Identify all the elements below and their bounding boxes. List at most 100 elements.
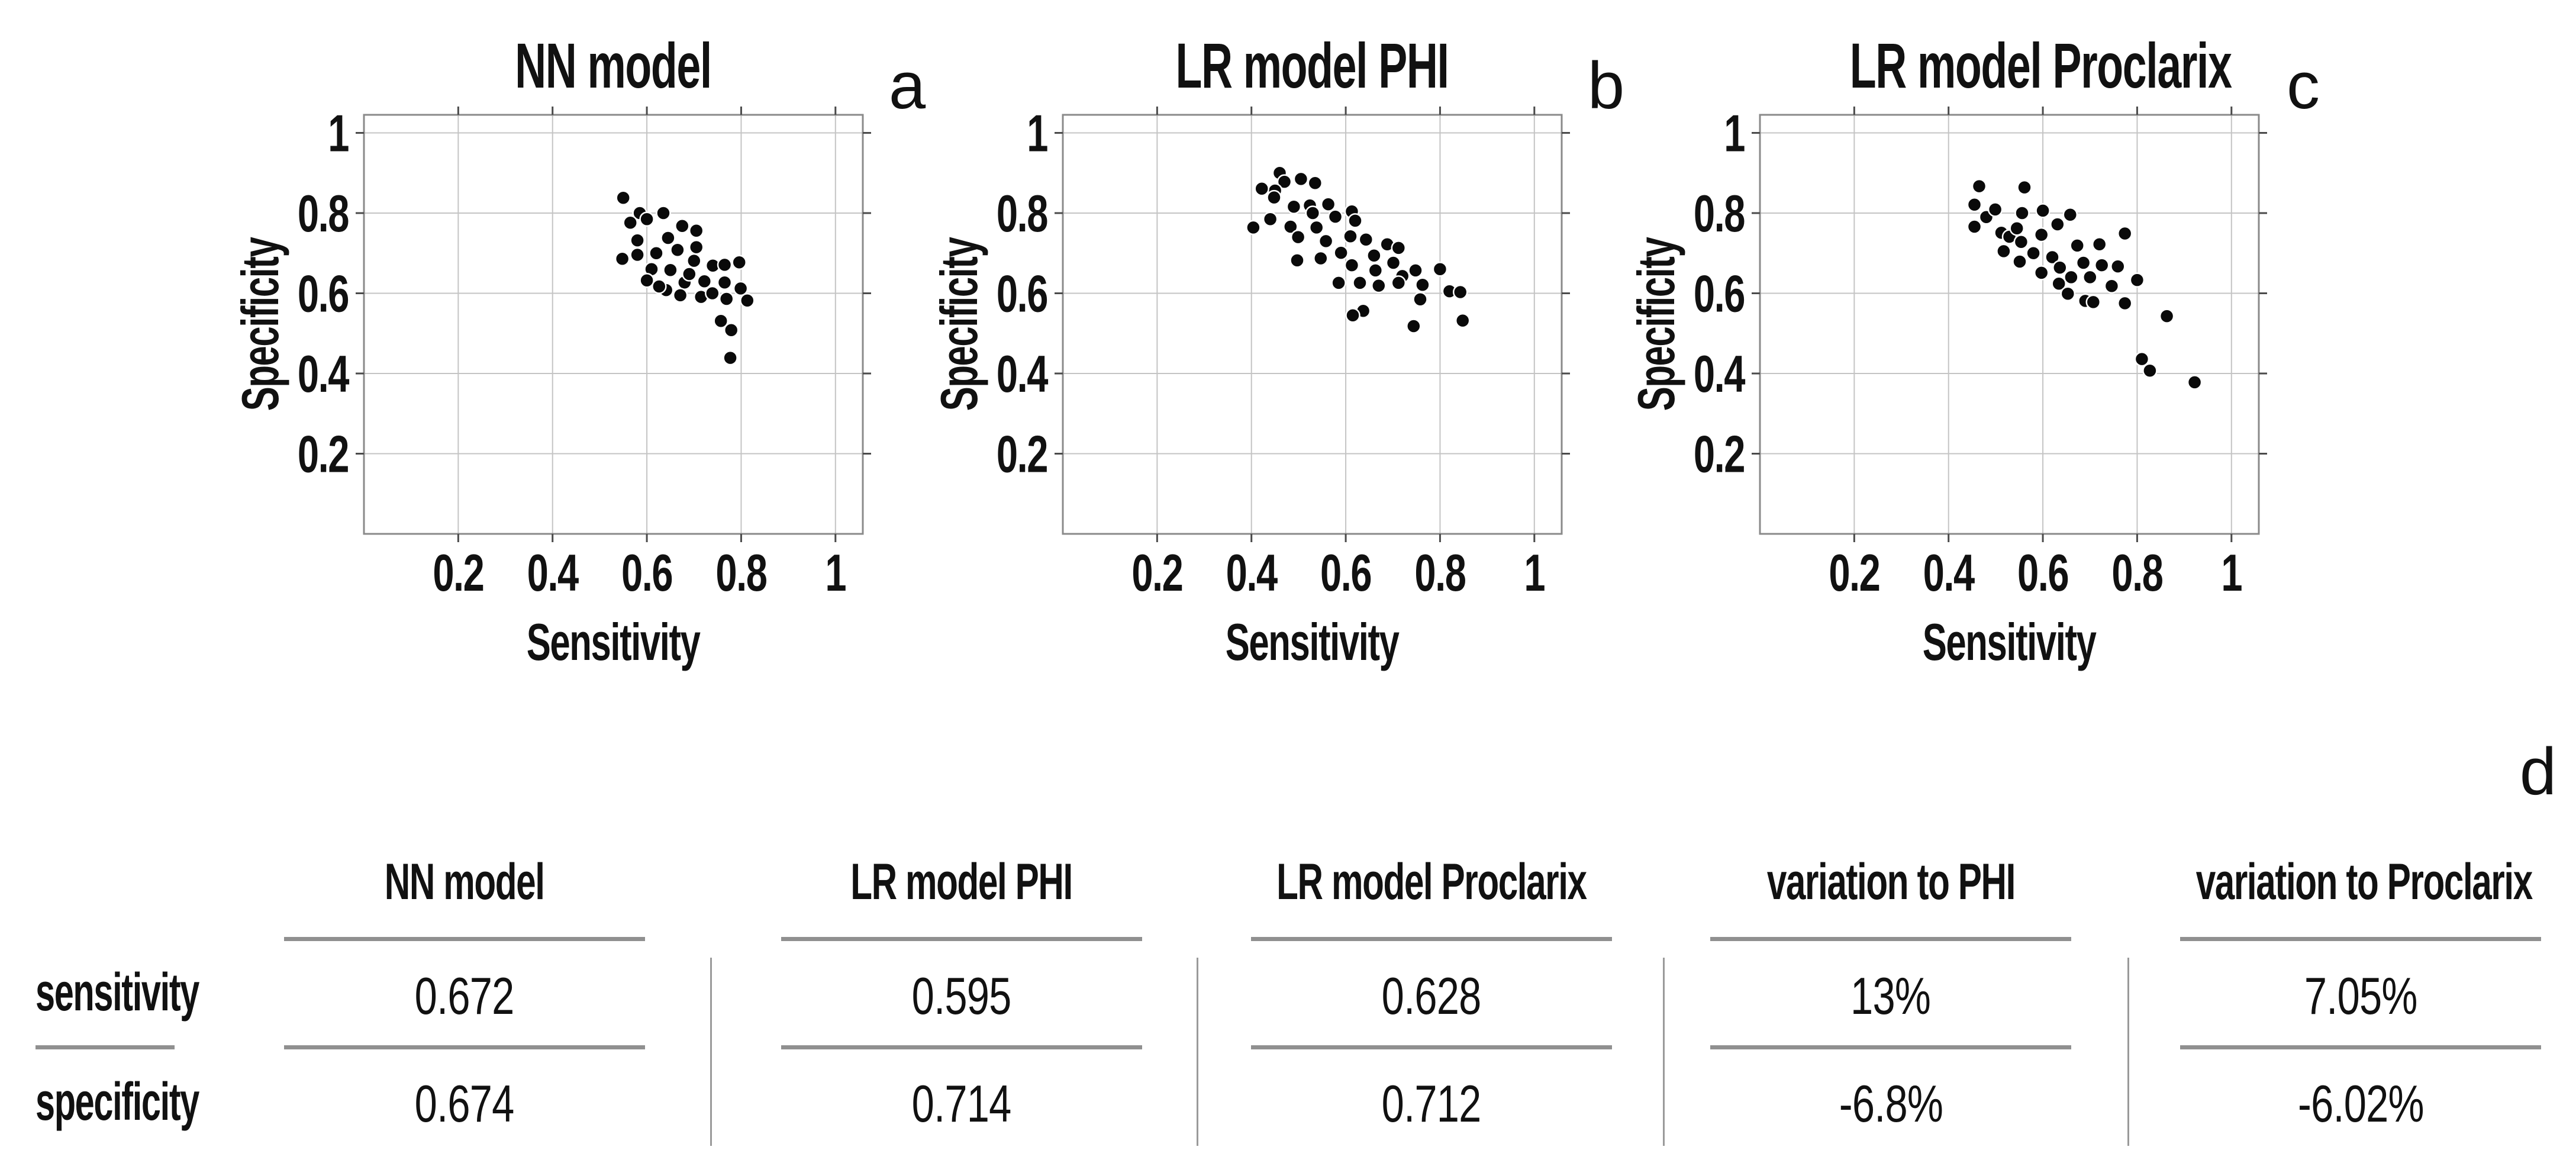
data-point bbox=[1286, 199, 1302, 214]
data-point bbox=[705, 285, 720, 301]
data-point bbox=[1432, 262, 1448, 277]
chart-panel-c: LR model Proclarix c Specificity 0.2 0.4 0… bbox=[1627, 33, 2320, 672]
header-rule-col4 bbox=[1710, 937, 2071, 941]
scatter-plot-a: 0.2 0.4 0.6 0.8 1 1 0.8 0.6 0.4 0.2 bbox=[298, 105, 871, 602]
chart-panel-a: NN model a Specificity 0.2 0.4 0.6 0.8 1 1 0.8… bbox=[231, 33, 926, 672]
cell-sensitivity-lr-proclarix: 0.628 bbox=[1195, 964, 1668, 1029]
data-point bbox=[1408, 263, 1423, 278]
data-point bbox=[639, 273, 655, 288]
y-tick-label: 0.2 bbox=[1694, 426, 1745, 484]
data-point bbox=[1308, 220, 1324, 236]
y-axis-label-c-text: Specificity bbox=[1627, 237, 1686, 411]
scatter-plot-c: 0.2 0.4 0.6 0.8 1 1 0.8 0.6 0.4 0.2 bbox=[1694, 105, 2267, 602]
data-point bbox=[660, 230, 676, 246]
data-point bbox=[2050, 217, 2065, 232]
data-point bbox=[672, 288, 688, 303]
cell-sensitivity-lr-phi-text: 0.595 bbox=[912, 967, 1012, 1025]
x-tick-label: 0.2 bbox=[433, 545, 483, 603]
data-point bbox=[717, 257, 733, 273]
data-point bbox=[2082, 269, 2098, 285]
data-point bbox=[2052, 260, 2068, 275]
column-separator-4 bbox=[2127, 958, 2129, 1146]
y-tick-label: 0.4 bbox=[298, 346, 350, 404]
x-tick-label: 0.6 bbox=[621, 545, 672, 603]
data-point bbox=[688, 223, 704, 239]
y-axis-label-b: Specificity bbox=[924, 115, 995, 534]
row-label-sensitivity: sensitivity bbox=[36, 966, 391, 1019]
data-point bbox=[670, 242, 685, 258]
y-tick-label: 0.8 bbox=[298, 185, 349, 243]
chart-title-c: LR model Proclarix bbox=[1760, 33, 2259, 98]
cell-specificity-nn: 0.674 bbox=[228, 1071, 701, 1136]
x-axis-label-c-text: Sensitivity bbox=[1923, 613, 2097, 671]
mid-rule-col2 bbox=[781, 1045, 1142, 1049]
y-axis-label-a-text: Specificity bbox=[231, 237, 290, 411]
table-header-variation-to-phi: variation to PHI bbox=[1654, 852, 2127, 911]
x-tick-label: 0.6 bbox=[1320, 545, 1371, 603]
cell-specificity-variation-phi: -6.8% bbox=[1654, 1071, 2127, 1136]
x-tick-label: 0.2 bbox=[1131, 545, 1182, 603]
data-point bbox=[1266, 189, 1282, 205]
x-tick-label: 1 bbox=[1524, 545, 1545, 603]
y-tick-label: 1 bbox=[1724, 105, 1745, 163]
mid-rule-col3 bbox=[1251, 1045, 1612, 1049]
x-axis-label-a-text: Sensitivity bbox=[527, 613, 701, 671]
data-point bbox=[2085, 294, 2101, 310]
mid-rule-col1 bbox=[284, 1045, 645, 1049]
y-axis-label-c: Specificity bbox=[1621, 115, 1692, 534]
data-point bbox=[1333, 245, 1349, 260]
column-separator-3 bbox=[1663, 958, 1665, 1146]
scatter-plot-b: 0.2 0.4 0.6 0.8 1 1 0.8 0.6 0.4 0.2 bbox=[997, 105, 1570, 602]
data-point bbox=[1358, 231, 1374, 247]
data-point bbox=[623, 215, 638, 231]
x-tick-label: 0.8 bbox=[2111, 545, 2162, 603]
data-point bbox=[1391, 275, 1407, 291]
data-point bbox=[1971, 178, 1987, 194]
x-tick-label: 0.4 bbox=[1226, 545, 1278, 603]
chart-title-b: LR model PHI bbox=[1063, 33, 1562, 98]
data-point bbox=[2142, 363, 2158, 379]
y-axis-label-b-text: Specificity bbox=[930, 237, 989, 411]
cell-specificity-variation-proclarix: -6.02% bbox=[2124, 1071, 2576, 1136]
x-tick-label: 0.6 bbox=[2017, 545, 2068, 603]
data-point bbox=[656, 205, 671, 221]
data-point bbox=[1313, 250, 1329, 266]
data-point bbox=[630, 247, 645, 263]
mid-rule-row-label bbox=[36, 1045, 175, 1049]
data-point bbox=[1966, 197, 1982, 212]
data-point bbox=[1987, 202, 2003, 217]
data-point bbox=[1368, 263, 1384, 278]
chart-title-c-text: LR model Proclarix bbox=[1849, 30, 2232, 101]
x-tick-label: 0.2 bbox=[1829, 545, 1879, 603]
data-point bbox=[2033, 265, 2049, 281]
data-point bbox=[1345, 308, 1360, 323]
data-point bbox=[1415, 277, 1430, 293]
data-point bbox=[1246, 220, 1261, 236]
panel-letter-a: a bbox=[888, 49, 926, 123]
data-point bbox=[686, 253, 702, 269]
data-point bbox=[2069, 238, 2085, 253]
table-header-lr-model-phi-text: LR model PHI bbox=[850, 853, 1073, 910]
plot-frame bbox=[1759, 114, 2260, 535]
panel-letter-d: d bbox=[2519, 735, 2556, 809]
data-point bbox=[2075, 255, 2091, 270]
y-tick-label: 0.2 bbox=[997, 426, 1047, 484]
data-point bbox=[2045, 249, 2060, 265]
data-point bbox=[1289, 253, 1305, 268]
data-point bbox=[2159, 308, 2175, 324]
table-header-variation-to-proclarix-text: variation to Proclarix bbox=[2195, 853, 2533, 910]
data-point bbox=[1347, 213, 1363, 228]
data-point bbox=[733, 281, 749, 297]
plot-frame bbox=[363, 114, 864, 535]
table-header-lr-model-proclarix: LR model Proclarix bbox=[1195, 852, 1668, 911]
y-tick-label: 0.4 bbox=[1694, 346, 1746, 404]
header-rule-col1 bbox=[284, 937, 645, 941]
y-tick-label: 0.2 bbox=[298, 426, 349, 484]
data-point bbox=[731, 255, 747, 270]
table-header-lr-model-phi: LR model PHI bbox=[725, 852, 1198, 911]
data-point bbox=[1966, 219, 1982, 234]
header-rule-col3 bbox=[1251, 937, 1612, 941]
data-point bbox=[718, 291, 734, 307]
data-point bbox=[630, 233, 645, 248]
